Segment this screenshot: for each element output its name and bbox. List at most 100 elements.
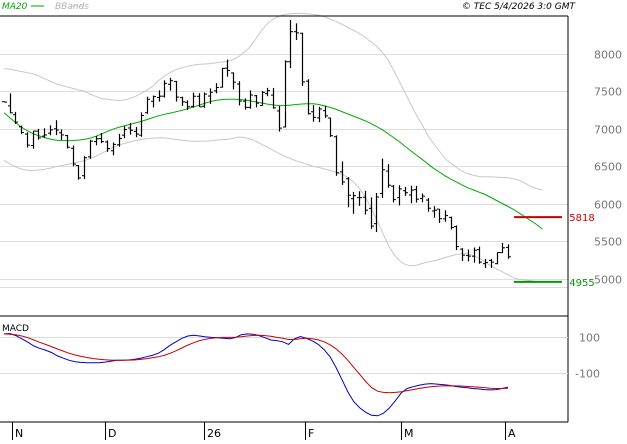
ohlc-bar [454,225,459,251]
ohlc-bar [346,177,351,208]
ohlc-bar [36,128,41,140]
ohlc-bar [466,249,471,262]
price-tick-label: 5000 [594,274,622,287]
ohlc-bar [76,165,81,180]
ohlc-bar [59,129,64,140]
price-legend: MA20 BBands [2,2,89,12]
ohlc-bar [225,59,230,77]
price-level-label: 4955 [569,278,594,289]
ohlc-bar [237,81,242,106]
x-tick-label: F [308,427,314,440]
ohlc-bar [19,125,24,135]
ohlc-bar [477,246,482,264]
ohlc-bar [99,133,104,144]
ohlc-bar [248,90,253,109]
ohlc-bar [65,134,70,149]
ohlc-bar [449,216,454,230]
ohlc-bar [420,193,425,203]
ohlc-bar [495,251,500,265]
ohlc-bar [162,80,167,98]
ohlc-bar [128,123,133,135]
ohlc-bar [202,92,207,108]
ohlc-bar [283,60,288,128]
ohlc-bar [391,184,396,203]
ohlc-bar [54,120,59,136]
ohlc-bar [71,145,76,167]
ohlc-bar [460,248,465,262]
ohlc-bar [42,128,47,138]
price-axis-ticks: 8000 7500 7000 6500 6000 5500 5000 [594,49,622,287]
ohlc-bar [443,210,448,222]
ohlc-bar [2,101,7,103]
bb-upper-line [3,12,543,191]
price-level-label: 5818 [569,213,594,224]
ohlc-bar [472,247,477,263]
ohlc-bar [105,140,110,152]
macd-series-signal [3,333,509,394]
ohlc-bar [168,77,173,91]
ohlc-bar [48,125,53,136]
macd-tick-label: 100 [579,332,600,345]
ohlc-bar [409,185,414,204]
legend-ma20-label: MA20 [2,2,28,12]
x-tick-label: N [15,427,23,440]
ohlc-bar [386,164,391,188]
price-gridlines [0,54,568,288]
ohlc-bar [328,117,333,137]
ohlc-bar [397,185,402,206]
price-tick-label: 8000 [594,49,622,62]
ohlc-bar [300,32,305,86]
ohlc-bar [88,139,93,159]
ohlc-bar [277,106,282,132]
ohlc-bar [231,72,236,90]
ohlc-bar [432,206,437,218]
ohlc-bar [208,88,213,104]
macd-tick-label: -100 [575,368,600,381]
ohlc-bar [414,185,419,203]
ohlc-bar [185,100,190,110]
ohlc-bar [426,197,431,212]
ohlc-bar [174,80,179,102]
ohlc-bar [94,136,99,146]
ohlc-bar [500,242,505,254]
ohlc-bar [220,67,225,88]
macd-lines [3,332,509,417]
ohlc-bar [122,126,127,139]
ohlc-bar [363,190,368,215]
bb-lower-line [3,136,543,283]
price-tick-label: 6500 [594,161,622,174]
ohlc-bar [351,191,356,214]
ohlc-bar [437,208,442,223]
ohlc-bar [374,193,379,232]
ohlc-bar [260,91,265,107]
price-levels: 5818 4955 [514,213,595,289]
ohlc-bar [197,93,202,108]
macd-gridlines [0,337,568,374]
ohlc-bar [317,106,322,123]
ohlc-bar [157,90,162,102]
ohlc-bar [25,132,30,148]
ohlc-bar [483,259,488,269]
ohlc-bar [254,94,259,108]
price-panel: 5818 4955 8000 7500 7000 6500 6000 5500 5000 MA… [0,2,622,316]
ohlc-bar [13,111,18,124]
copyright-text: © TEC 5/4/2026 3:0 GMT [462,2,577,12]
macd-title: MACD [2,324,29,334]
macd-panel: 100 -100 MACD [0,324,600,417]
ohlc-bar [8,93,13,114]
x-tick-label: 26 [207,427,221,440]
ohlc-bar [311,105,316,122]
price-tick-label: 5500 [594,236,622,249]
price-tick-label: 7500 [594,86,622,99]
ohlc-bar [294,23,299,40]
x-axis: N D 26 F M A [12,422,516,440]
ohlc-bar [380,158,385,198]
ohlc-bar [145,96,150,114]
ohlc-bar [271,87,276,109]
ohlc-bar [288,19,293,69]
ohlc-bar [214,83,219,94]
ohlc-bar [489,258,494,268]
x-tick-label: M [404,427,414,440]
